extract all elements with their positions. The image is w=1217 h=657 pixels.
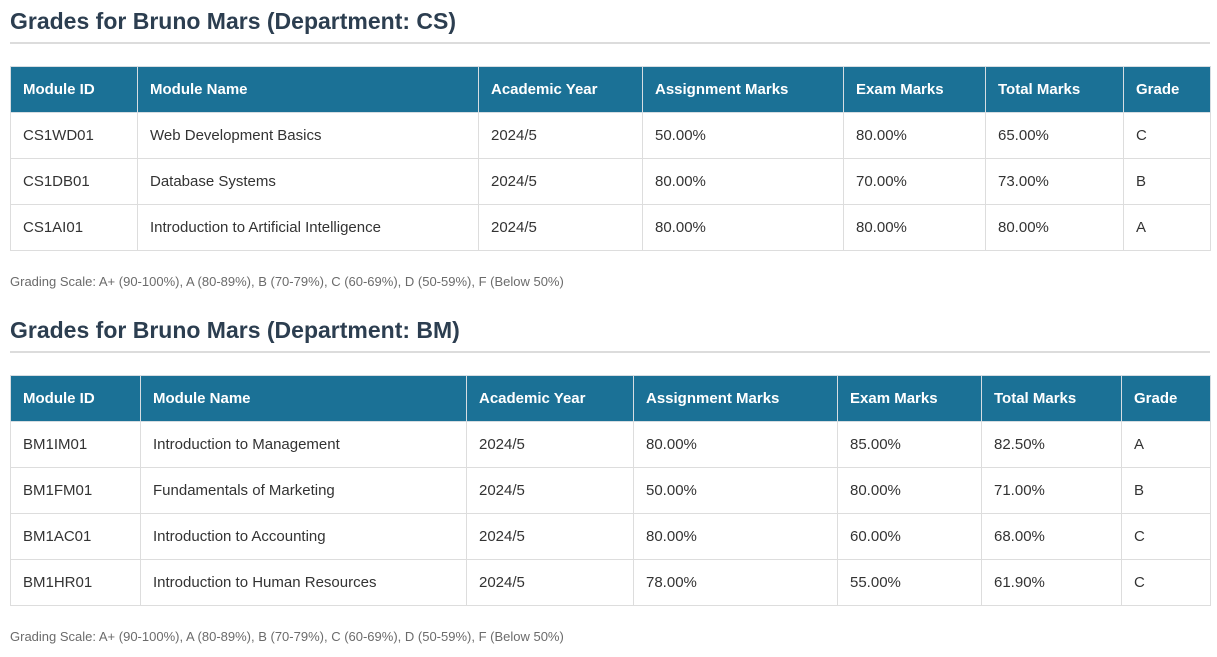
cell-exam-marks: 70.00%	[843, 158, 986, 205]
grades-section-cs: Grades for Bruno Mars (Department: CS) M…	[10, 0, 1211, 289]
cell-grade: C	[1123, 112, 1211, 159]
cell-total-marks: 80.00%	[985, 204, 1124, 251]
cell-academic-year: 2024/5	[466, 467, 634, 514]
table-row: BM1IM01 Introduction to Management 2024/…	[10, 421, 1211, 468]
grading-scale-note: Grading Scale: A+ (90-100%), A (80-89%),…	[10, 274, 564, 289]
cell-exam-marks: 55.00%	[837, 559, 982, 606]
cell-academic-year: 2024/5	[478, 158, 643, 205]
table-row: BM1FM01 Fundamentals of Marketing 2024/5…	[10, 467, 1211, 514]
grades-section-bm: Grades for Bruno Mars (Department: BM) M…	[10, 309, 1211, 644]
table-row: CS1AI01 Introduction to Artificial Intel…	[10, 204, 1211, 251]
grades-table-bm: Module ID Module Name Academic Year Assi…	[10, 375, 1211, 606]
table-row: CS1DB01 Database Systems 2024/5 80.00% 7…	[10, 158, 1211, 205]
column-header-academic-year: Academic Year	[466, 375, 634, 422]
cell-grade: B	[1123, 158, 1211, 205]
cell-total-marks: 65.00%	[985, 112, 1124, 159]
section-title-cs: Grades for Bruno Mars (Department: CS)	[10, 0, 1210, 44]
cell-academic-year: 2024/5	[478, 112, 643, 159]
cell-total-marks: 71.00%	[981, 467, 1122, 514]
cell-assignment-marks: 78.00%	[633, 559, 838, 606]
cell-academic-year: 2024/5	[466, 421, 634, 468]
cell-module-id: BM1AC01	[10, 513, 141, 560]
section-title-bm: Grades for Bruno Mars (Department: BM)	[10, 309, 1210, 353]
column-header-total-marks: Total Marks	[981, 375, 1122, 422]
column-header-exam-marks: Exam Marks	[843, 66, 986, 113]
cell-module-id: CS1DB01	[10, 158, 138, 205]
cell-module-name: Introduction to Artificial Intelligence	[137, 204, 479, 251]
cell-exam-marks: 60.00%	[837, 513, 982, 560]
cell-module-id: BM1IM01	[10, 421, 141, 468]
table-row: CS1WD01 Web Development Basics 2024/5 50…	[10, 112, 1211, 159]
cell-assignment-marks: 80.00%	[633, 513, 838, 560]
column-header-module-id: Module ID	[10, 66, 138, 113]
cell-exam-marks: 80.00%	[837, 467, 982, 514]
cell-total-marks: 73.00%	[985, 158, 1124, 205]
cell-module-name: Introduction to Accounting	[140, 513, 467, 560]
cell-exam-marks: 85.00%	[837, 421, 982, 468]
cell-assignment-marks: 50.00%	[633, 467, 838, 514]
cell-academic-year: 2024/5	[478, 204, 643, 251]
cell-academic-year: 2024/5	[466, 559, 634, 606]
cell-grade: A	[1121, 421, 1211, 468]
column-header-module-id: Module ID	[10, 375, 141, 422]
grades-table-cs: Module ID Module Name Academic Year Assi…	[10, 66, 1211, 251]
table-header-row: Module ID Module Name Academic Year Assi…	[10, 66, 1211, 113]
column-header-assignment-marks: Assignment Marks	[633, 375, 838, 422]
table-header-row: Module ID Module Name Academic Year Assi…	[10, 375, 1211, 422]
cell-total-marks: 82.50%	[981, 421, 1122, 468]
cell-assignment-marks: 80.00%	[642, 204, 844, 251]
cell-module-name: Introduction to Management	[140, 421, 467, 468]
column-header-grade: Grade	[1123, 66, 1211, 113]
cell-total-marks: 61.90%	[981, 559, 1122, 606]
cell-exam-marks: 80.00%	[843, 112, 986, 159]
column-header-module-name: Module Name	[137, 66, 479, 113]
cell-assignment-marks: 80.00%	[633, 421, 838, 468]
column-header-module-name: Module Name	[140, 375, 467, 422]
cell-module-name: Database Systems	[137, 158, 479, 205]
cell-assignment-marks: 80.00%	[642, 158, 844, 205]
table-row: BM1HR01 Introduction to Human Resources …	[10, 559, 1211, 606]
cell-grade: C	[1121, 559, 1211, 606]
cell-module-id: CS1WD01	[10, 112, 138, 159]
column-header-grade: Grade	[1121, 375, 1211, 422]
column-header-exam-marks: Exam Marks	[837, 375, 982, 422]
cell-academic-year: 2024/5	[466, 513, 634, 560]
cell-module-name: Fundamentals of Marketing	[140, 467, 467, 514]
cell-module-id: BM1FM01	[10, 467, 141, 514]
cell-grade: A	[1123, 204, 1211, 251]
cell-module-id: BM1HR01	[10, 559, 141, 606]
cell-module-name: Introduction to Human Resources	[140, 559, 467, 606]
column-header-academic-year: Academic Year	[478, 66, 643, 113]
cell-module-name: Web Development Basics	[137, 112, 479, 159]
cell-module-id: CS1AI01	[10, 204, 138, 251]
table-row: BM1AC01 Introduction to Accounting 2024/…	[10, 513, 1211, 560]
grading-scale-note: Grading Scale: A+ (90-100%), A (80-89%),…	[10, 629, 564, 644]
column-header-total-marks: Total Marks	[985, 66, 1124, 113]
cell-grade: B	[1121, 467, 1211, 514]
column-header-assignment-marks: Assignment Marks	[642, 66, 844, 113]
cell-total-marks: 68.00%	[981, 513, 1122, 560]
cell-grade: C	[1121, 513, 1211, 560]
cell-assignment-marks: 50.00%	[642, 112, 844, 159]
cell-exam-marks: 80.00%	[843, 204, 986, 251]
